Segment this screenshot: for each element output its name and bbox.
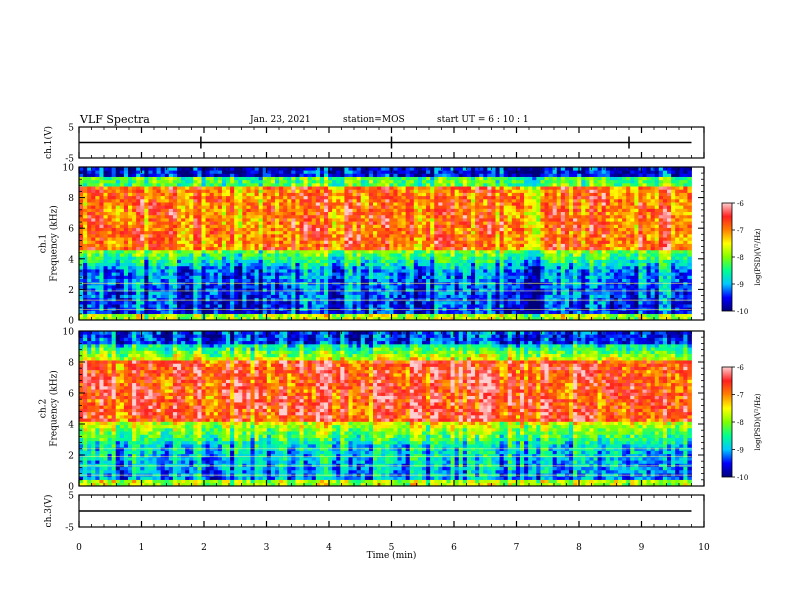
ch1-spectrogram-tick-label: 6 bbox=[68, 225, 74, 235]
ch2-spectrogram-tick-label: 6 bbox=[68, 390, 74, 400]
ch2-spectrogram-tick-label: 4 bbox=[68, 421, 74, 431]
ch1-spectrogram-colorbar-label-text: log(PSD)(V²/Hz) bbox=[754, 228, 762, 285]
ch2-spectrogram-image bbox=[79, 331, 692, 487]
ch1-spectrogram-ylabel: ch.1 Frequency (kHz) bbox=[39, 205, 60, 282]
x-tick-label: 1 bbox=[139, 543, 145, 553]
x-tick-label: 6 bbox=[451, 543, 457, 553]
ch1-spectrogram-tick-label: 8 bbox=[68, 194, 74, 204]
x-tick-label: 8 bbox=[576, 543, 582, 553]
ch3-voltage-tick-label: 5 bbox=[68, 492, 74, 502]
x-tick-label: 9 bbox=[639, 543, 645, 553]
ch2-spectrogram-tick-label: 2 bbox=[68, 452, 74, 462]
ch1-spectrogram-tick-label: 4 bbox=[68, 255, 74, 265]
x-tick-label: 7 bbox=[514, 543, 520, 553]
x-tick-label: 4 bbox=[326, 543, 332, 553]
x-tick-label: 2 bbox=[201, 543, 207, 553]
ch2-spectrogram-tick-label: 10 bbox=[63, 328, 75, 338]
ch1-spectrogram-colorbar-tick-label: -10 bbox=[737, 308, 748, 316]
ch2-spectrogram-ylabel-text: Frequency (kHz) bbox=[49, 370, 60, 447]
ch1-voltage-tick-label: -5 bbox=[65, 155, 74, 165]
x-tick-label: 5 bbox=[389, 543, 395, 553]
ch2-spectrogram-colorbar-label: log(PSD)(V²/Hz) bbox=[754, 393, 762, 450]
x-axis-label: Time (min) bbox=[367, 550, 417, 561]
ch1-spectrogram-ylabel-text: ch.1 bbox=[39, 234, 49, 253]
ch2-spectrogram-colorbar-tick-label: -7 bbox=[737, 392, 744, 400]
ch1-voltage-ylabel-text: ch.1(V) bbox=[43, 126, 54, 159]
date-label: Jan. 23, 2021 bbox=[250, 115, 311, 125]
ch2-spectrogram-colorbar bbox=[721, 366, 733, 478]
ch2-spectrogram-tick-label: 0 bbox=[68, 483, 74, 493]
ch1-spectrogram-colorbar bbox=[721, 202, 733, 312]
ch1-spectrogram-colorbar-tick-label: -6 bbox=[737, 200, 744, 208]
chart-title: VLF Spectra bbox=[80, 113, 150, 126]
ch1-spectrogram-colorbar-tick-label: -7 bbox=[737, 227, 744, 235]
ch3-voltage-tick-label: -5 bbox=[65, 524, 74, 534]
ch1-spectrogram-image bbox=[79, 167, 692, 321]
ch2-spectrogram-colorbar-tick-label: -9 bbox=[737, 447, 744, 455]
ch1-spectrogram-colorbar-tick-label: -9 bbox=[737, 281, 744, 289]
x-tick-label: 3 bbox=[264, 543, 270, 553]
x-tick-label: 0 bbox=[76, 543, 82, 553]
x-tick-label: 10 bbox=[698, 543, 710, 553]
ch1-spectrogram-colorbar-label: log(PSD)(V²/Hz) bbox=[754, 228, 762, 285]
ch3-voltage-ylabel-text: ch.3(V) bbox=[43, 495, 54, 528]
ch1-spectrogram-tick-label: 2 bbox=[68, 286, 74, 296]
ch1-spectrogram-tick-label: 10 bbox=[63, 164, 75, 174]
ch2-spectrogram-ylabel-text: ch.2 bbox=[39, 399, 49, 418]
ch2-spectrogram-colorbar-tick-label: -10 bbox=[737, 474, 748, 482]
ch2-spectrogram-tick-label: 8 bbox=[68, 359, 74, 369]
ch2-spectrogram-ylabel: ch.2 Frequency (kHz) bbox=[39, 370, 60, 447]
ch2-spectrogram-colorbar-label-text: log(PSD)(V²/Hz) bbox=[754, 393, 762, 450]
ch2-spectrogram-colorbar-tick-label: -6 bbox=[737, 364, 744, 372]
start-ut-label: start UT = 6 : 10 : 1 bbox=[437, 115, 529, 125]
ch1-voltage-tick-label: 5 bbox=[68, 124, 74, 134]
ch1-voltage-ylabel: ch.1(V) bbox=[43, 126, 54, 159]
ch1-spectrogram-tick-label: 0 bbox=[68, 317, 74, 327]
ch1-spectrogram-colorbar-tick-label: -8 bbox=[737, 254, 744, 262]
ch3-voltage-ylabel: ch.3(V) bbox=[43, 495, 54, 528]
ch1-spectrogram-ylabel-text: Frequency (kHz) bbox=[49, 205, 60, 282]
ch2-spectrogram-colorbar-tick-label: -8 bbox=[737, 419, 744, 427]
station-label: station=MOS bbox=[343, 115, 405, 125]
